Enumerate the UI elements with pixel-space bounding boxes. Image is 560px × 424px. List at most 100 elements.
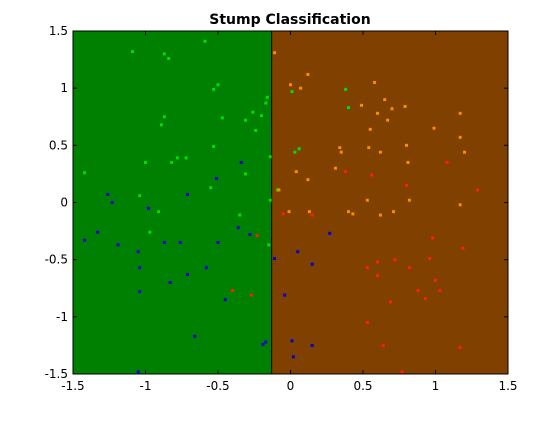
point [261, 342, 265, 346]
point [307, 210, 311, 214]
point [136, 250, 140, 254]
point [344, 170, 348, 174]
point [216, 83, 220, 87]
point [339, 150, 343, 154]
point [391, 210, 395, 214]
point [264, 101, 268, 105]
point [381, 343, 385, 347]
point [376, 260, 379, 264]
point [254, 128, 258, 132]
point [393, 258, 397, 262]
point [255, 234, 259, 238]
point [283, 293, 287, 297]
point [144, 160, 147, 164]
point [328, 231, 332, 235]
point [162, 52, 166, 56]
point [204, 266, 208, 270]
point [351, 212, 355, 216]
x-tick-label: 0 [287, 379, 295, 393]
point [260, 114, 263, 118]
point [178, 241, 182, 245]
point [186, 192, 190, 196]
point [365, 266, 369, 270]
point [236, 226, 240, 230]
point [203, 39, 207, 43]
point [264, 340, 268, 344]
region-right [271, 31, 508, 374]
point [277, 188, 281, 192]
point [310, 262, 314, 266]
point [159, 123, 163, 127]
point [223, 298, 227, 302]
point [310, 343, 314, 347]
point [170, 160, 174, 164]
point [238, 213, 242, 217]
point [212, 144, 216, 148]
point [428, 257, 432, 261]
point [83, 238, 87, 242]
point [344, 87, 348, 91]
point [138, 266, 142, 270]
point [290, 339, 294, 343]
y-tick-label: -1.5 [45, 367, 68, 381]
point [306, 72, 310, 76]
point [212, 87, 216, 91]
point [289, 83, 292, 87]
point [438, 289, 442, 293]
point [463, 150, 466, 154]
point [333, 166, 337, 170]
point [249, 293, 253, 297]
point [231, 289, 234, 293]
point [293, 150, 297, 154]
point [268, 155, 272, 159]
point [265, 95, 269, 99]
point [405, 143, 408, 147]
point [338, 146, 342, 150]
point [162, 241, 166, 245]
point [297, 147, 301, 151]
point [347, 210, 350, 214]
x-tick-label: 1 [432, 379, 440, 393]
point [96, 230, 100, 234]
y-tick-label: 1 [60, 81, 68, 95]
point [373, 80, 377, 84]
point [434, 278, 437, 282]
point [458, 346, 462, 350]
point [347, 106, 350, 110]
x-tick-label: -1 [140, 379, 152, 393]
point [416, 289, 420, 293]
point [365, 198, 369, 202]
x-tick-label: 0.5 [353, 379, 372, 393]
point [287, 210, 291, 214]
point [146, 206, 150, 210]
point [299, 86, 303, 90]
point [390, 107, 394, 111]
point [389, 300, 393, 304]
point [432, 126, 436, 130]
point [136, 370, 140, 374]
point [386, 118, 390, 122]
point [83, 171, 87, 175]
point [220, 116, 224, 120]
point [407, 198, 411, 202]
point [251, 110, 255, 114]
point [407, 266, 411, 270]
point [367, 146, 371, 150]
point [423, 297, 427, 301]
point [296, 250, 300, 254]
chart-title: Stump Classification [209, 12, 370, 28]
point [148, 230, 152, 234]
point [458, 203, 462, 207]
point [400, 370, 404, 374]
point [162, 115, 166, 119]
point [130, 50, 134, 54]
point [431, 236, 435, 240]
y-tick-label: -1 [56, 310, 68, 324]
point [209, 186, 213, 190]
x-tick-label: -0.5 [206, 379, 229, 393]
point [306, 178, 310, 182]
point [445, 160, 449, 164]
point [244, 118, 248, 122]
